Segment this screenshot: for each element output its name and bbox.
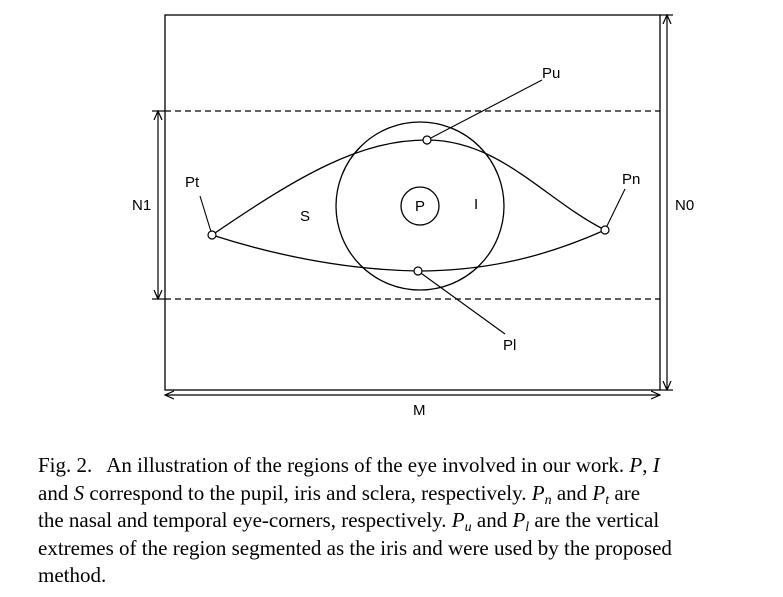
caption-line-3: the nasal and temporal eye-corners, resp… xyxy=(38,508,660,535)
figure-caption: Fig. 2. An illustration of the regions of… xyxy=(38,452,783,590)
pn-leader-line xyxy=(604,188,626,231)
caption-line-4: extremes of the region segmented as the … xyxy=(38,535,672,560)
pu-leader-line xyxy=(426,79,543,141)
figure-number: Fig. 2. xyxy=(38,453,93,477)
caption-line-5: method. xyxy=(38,563,107,587)
pn-label: Pn xyxy=(622,171,640,188)
pl-leader-line xyxy=(417,270,506,335)
m-label: M xyxy=(413,402,426,419)
iris-label: I xyxy=(474,196,478,213)
pu-label: Pu xyxy=(542,65,560,82)
iris-circle xyxy=(335,121,505,291)
pt-label: Pt xyxy=(185,174,200,191)
lower-eyelid-curve xyxy=(211,229,606,272)
caption-line-1: Fig. 2. An illustration of the regions of… xyxy=(38,453,660,477)
sclera-label: S xyxy=(300,208,310,225)
pt-point xyxy=(207,230,217,240)
pt-leader-line xyxy=(199,195,213,236)
pupil-circle xyxy=(400,186,440,226)
pn-point xyxy=(600,225,610,235)
pl-label: Pl xyxy=(503,337,516,354)
caption-line-2: and S correspond to the pupil, iris and … xyxy=(38,480,641,508)
pu-point xyxy=(422,135,432,145)
eye-regions-figure: Pu Pt Pn Pl P I S N1 N0 M xyxy=(132,0,694,419)
n1-label: N1 xyxy=(132,197,151,214)
image-frame xyxy=(164,14,661,391)
pupil-label: P xyxy=(415,198,425,215)
n0-label: N0 xyxy=(675,197,694,214)
pl-point xyxy=(413,266,423,276)
